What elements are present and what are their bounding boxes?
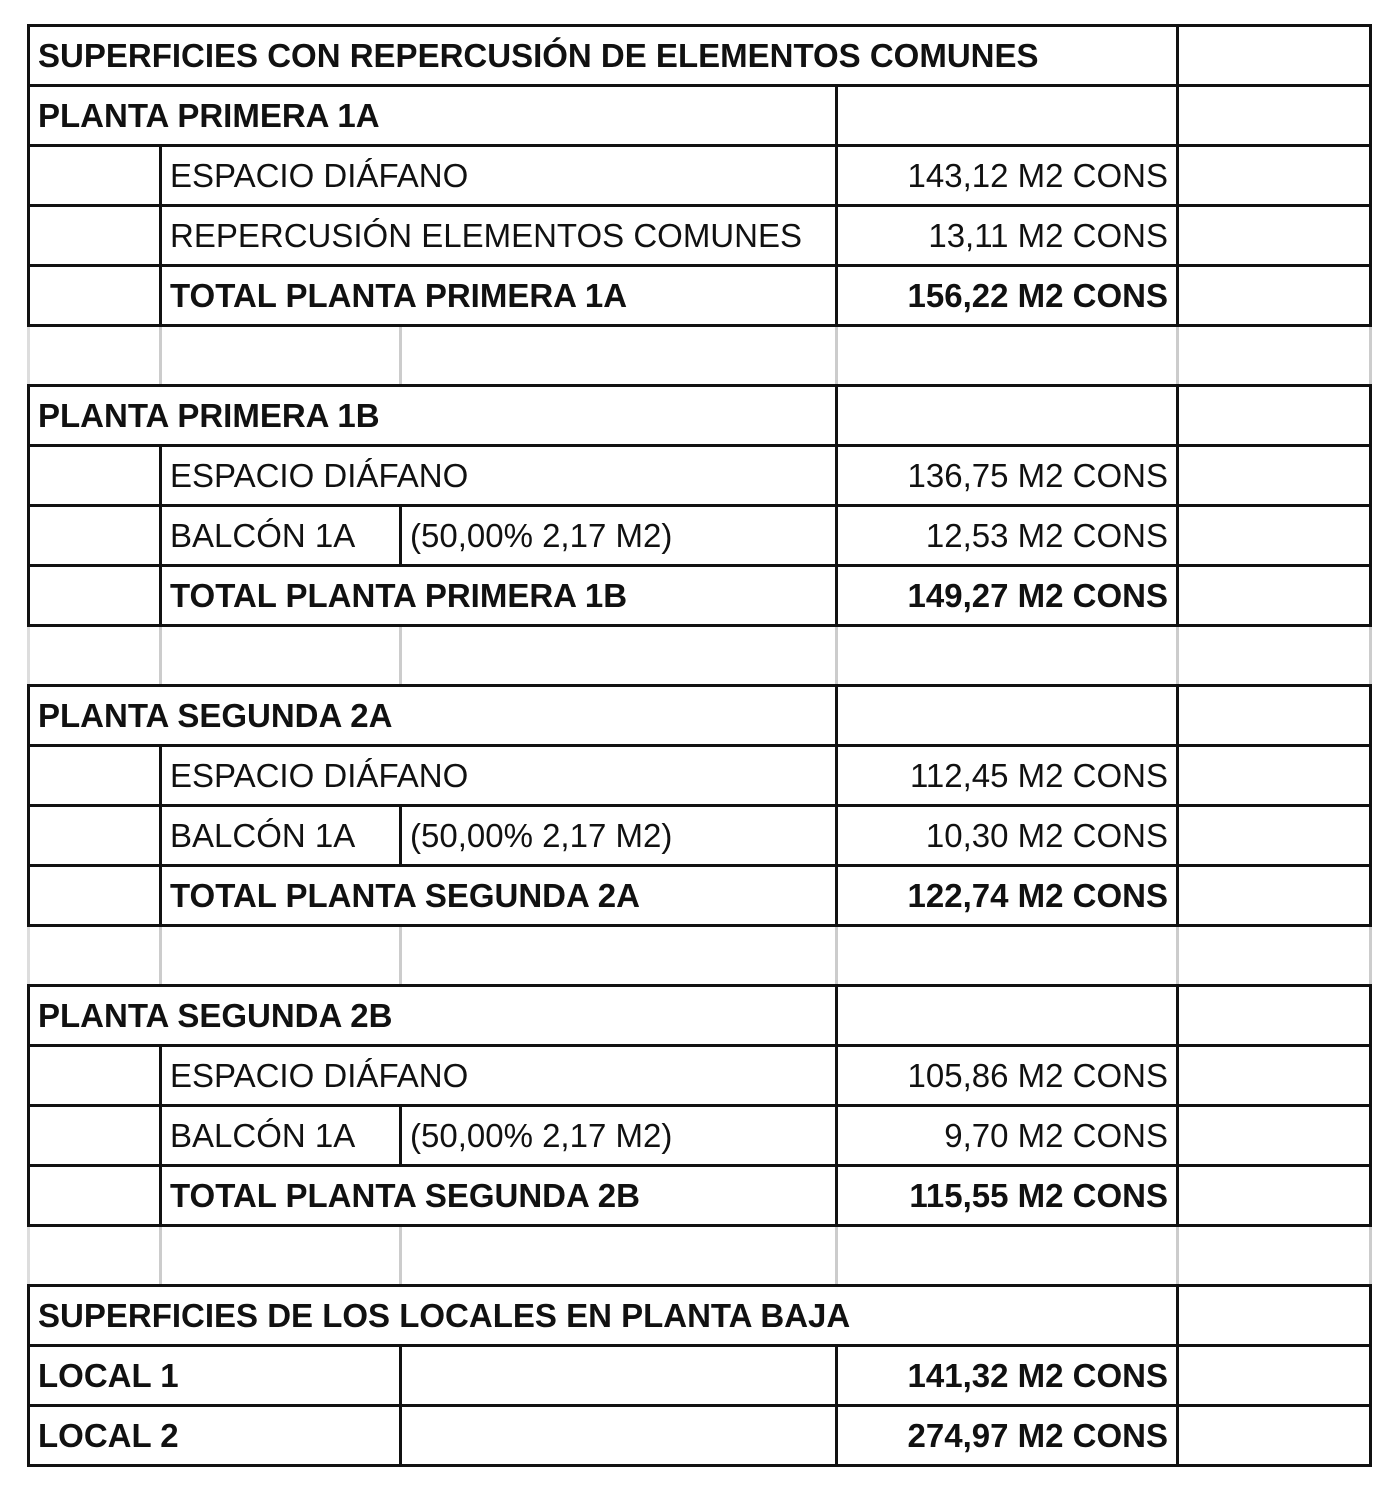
table-row: BALCÓN 1A (50,00% 2,17 M2) 9,70 M2 CONS — [27, 1104, 1372, 1167]
row-label: ESPACIO DIÁFANO — [159, 144, 838, 207]
section-header-row: PLANTA PRIMERA 1B — [27, 384, 1372, 447]
table-row: ESPACIO DIÁFANO 105,86 M2 CONS — [27, 1044, 1372, 1107]
local-value: 141,32 M2 CONS — [835, 1344, 1179, 1407]
section-header-row: PLANTA SEGUNDA 2B — [27, 984, 1372, 1047]
total-label: TOTAL PLANTA PRIMERA 1A — [159, 264, 838, 327]
row-label: BALCÓN 1A — [159, 504, 402, 567]
total-row: TOTAL PLANTA PRIMERA 1A 156,22 M2 CONS — [27, 264, 1372, 327]
local-label: LOCAL 1 — [27, 1344, 402, 1407]
section-header: PLANTA PRIMERA 1B — [27, 384, 838, 447]
row-note: (50,00% 2,17 M2) — [399, 804, 838, 867]
surfaces-table: SUPERFICIES CON REPERCUSIÓN DE ELEMENTOS… — [27, 24, 1372, 1467]
row-note: (50,00% 2,17 M2) — [399, 504, 838, 567]
row-value: 12,53 M2 CONS — [835, 504, 1179, 567]
section-header: PLANTA SEGUNDA 2A — [27, 684, 838, 747]
row-label: ESPACIO DIÁFANO — [159, 444, 838, 507]
table-row: BALCÓN 1A (50,00% 2,17 M2) 10,30 M2 CONS — [27, 804, 1372, 867]
total-value: 115,55 M2 CONS — [835, 1164, 1179, 1227]
total-row: TOTAL PLANTA SEGUNDA 2B 115,55 M2 CONS — [27, 1164, 1372, 1227]
local-value: 274,97 M2 CONS — [835, 1404, 1179, 1467]
blank-row — [27, 324, 1372, 387]
row-label: ESPACIO DIÁFANO — [159, 744, 838, 807]
total-label: TOTAL PLANTA PRIMERA 1B — [159, 564, 838, 627]
table-row: ESPACIO DIÁFANO 143,12 M2 CONS — [27, 144, 1372, 207]
locales-title-row: SUPERFICIES DE LOS LOCALES EN PLANTA BAJ… — [27, 1284, 1372, 1347]
row-label: BALCÓN 1A — [159, 1104, 402, 1167]
section-header: PLANTA PRIMERA 1A — [27, 84, 838, 147]
local-row: LOCAL 2 274,97 M2 CONS — [27, 1404, 1372, 1467]
local-label: LOCAL 2 — [27, 1404, 402, 1467]
row-value: 13,11 M2 CONS — [835, 204, 1179, 267]
total-value: 149,27 M2 CONS — [835, 564, 1179, 627]
blank-row — [27, 1224, 1372, 1287]
section-header-row: PLANTA SEGUNDA 2A — [27, 684, 1372, 747]
total-row: TOTAL PLANTA PRIMERA 1B 149,27 M2 CONS — [27, 564, 1372, 627]
table-title: SUPERFICIES CON REPERCUSIÓN DE ELEMENTOS… — [27, 24, 1179, 87]
table-row: ESPACIO DIÁFANO 112,45 M2 CONS — [27, 744, 1372, 807]
section-header-row: PLANTA PRIMERA 1A — [27, 84, 1372, 147]
row-value: 136,75 M2 CONS — [835, 444, 1179, 507]
total-label: TOTAL PLANTA SEGUNDA 2A — [159, 864, 838, 927]
row-value: 112,45 M2 CONS — [835, 744, 1179, 807]
blank-row — [27, 624, 1372, 687]
row-note: (50,00% 2,17 M2) — [399, 1104, 838, 1167]
table-row: ESPACIO DIÁFANO 136,75 M2 CONS — [27, 444, 1372, 507]
row-label: BALCÓN 1A — [159, 804, 402, 867]
locales-title: SUPERFICIES DE LOS LOCALES EN PLANTA BAJ… — [27, 1284, 1179, 1347]
row-value: 143,12 M2 CONS — [835, 144, 1179, 207]
total-value: 122,74 M2 CONS — [835, 864, 1179, 927]
total-label: TOTAL PLANTA SEGUNDA 2B — [159, 1164, 838, 1227]
table-row: BALCÓN 1A (50,00% 2,17 M2) 12,53 M2 CONS — [27, 504, 1372, 567]
row-value: 9,70 M2 CONS — [835, 1104, 1179, 1167]
blank-row — [27, 924, 1372, 987]
row-value: 10,30 M2 CONS — [835, 804, 1179, 867]
local-row: LOCAL 1 141,32 M2 CONS — [27, 1344, 1372, 1407]
table-row: REPERCUSIÓN ELEMENTOS COMUNES 13,11 M2 CO… — [27, 204, 1372, 267]
row-label: REPERCUSIÓN ELEMENTOS COMUNES — [159, 204, 838, 267]
total-value: 156,22 M2 CONS — [835, 264, 1179, 327]
row-label: ESPACIO DIÁFANO — [159, 1044, 838, 1107]
total-row: TOTAL PLANTA SEGUNDA 2A 122,74 M2 CONS — [27, 864, 1372, 927]
row-value: 105,86 M2 CONS — [835, 1044, 1179, 1107]
title-row: SUPERFICIES CON REPERCUSIÓN DE ELEMENTOS… — [27, 24, 1372, 87]
section-header: PLANTA SEGUNDA 2B — [27, 984, 838, 1047]
